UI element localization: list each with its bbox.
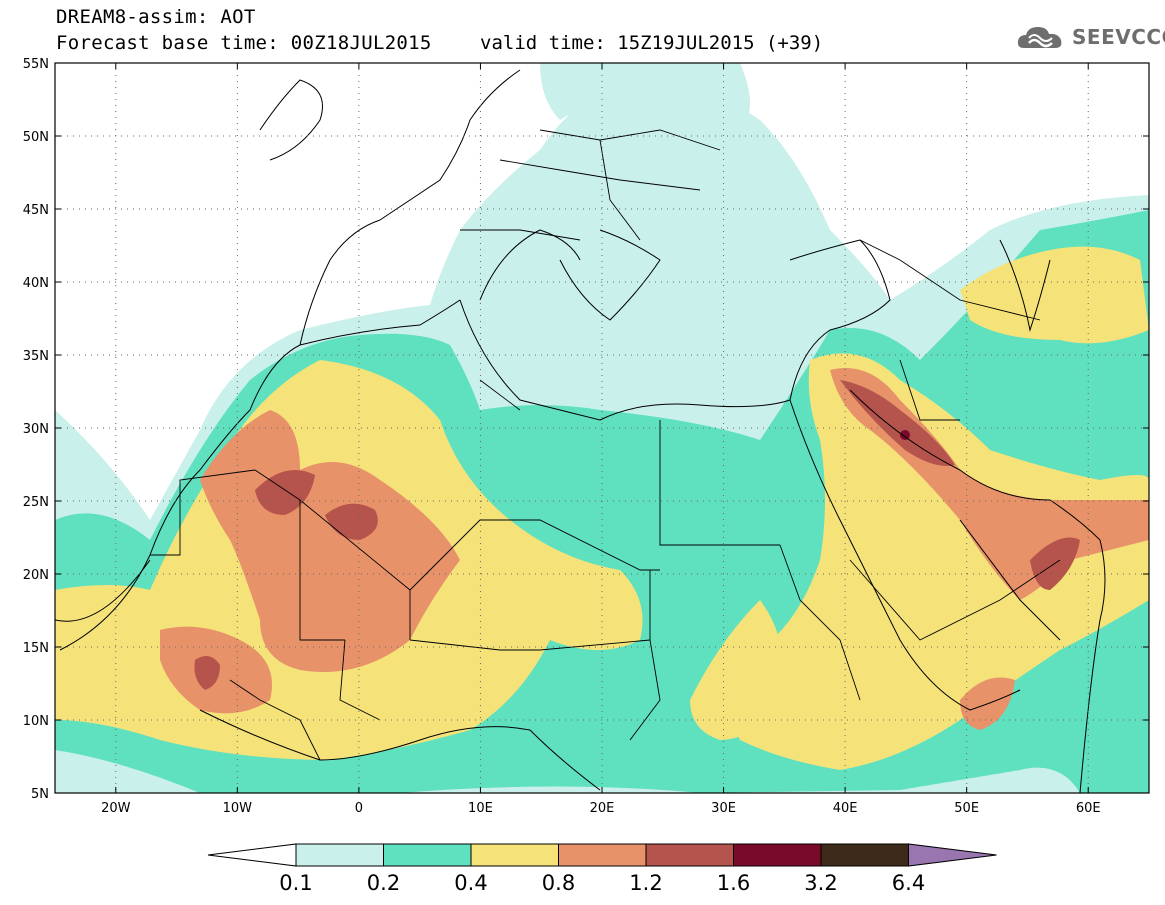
cloud-icon: [1017, 27, 1062, 48]
colorbar-segment: [820, 843, 909, 867]
lat-label: 30N: [23, 422, 49, 437]
country-borders: [150, 129, 1061, 761]
valid-time: valid time: 15Z19JUL2015 (+39): [480, 32, 824, 54]
aot-field-1.2-c: [194, 656, 220, 690]
map-title: DREAM8-assim: AOT: [56, 6, 256, 28]
axis-ticks: [55, 62, 1149, 794]
colorbar-label: 0.2: [367, 871, 400, 895]
lat-label: 45N: [23, 203, 49, 218]
lon-label: 20W: [101, 801, 131, 816]
colorbar-label: 0.1: [279, 871, 312, 895]
aot-field-0.8: [200, 410, 460, 672]
lat-label: 5N: [31, 787, 49, 802]
colorbar-segment: [295, 843, 384, 867]
lon-label: 10W: [223, 801, 253, 816]
coastlines: [55, 69, 1106, 793]
lon-label: 20E: [590, 801, 615, 816]
colorbar-label: 0.4: [454, 871, 487, 895]
colorbar-label: 3.2: [804, 871, 837, 895]
colorbar-segment: [733, 843, 822, 867]
colorbar-segment: [470, 843, 559, 867]
colorbar-label: 0.8: [542, 871, 575, 895]
seevccc-logo: SEEVCCC: [1016, 22, 1165, 52]
lon-label: 40E: [833, 801, 858, 816]
colorbar-label: 1.6: [717, 871, 750, 895]
lat-label: 20N: [23, 568, 49, 583]
lat-label: 40N: [23, 276, 49, 291]
colorbar-max-arrow: [908, 843, 997, 867]
colorbar-segment: [383, 843, 472, 867]
lat-label: 50N: [23, 130, 49, 145]
logo-text: SEEVCCC: [1072, 25, 1165, 49]
lat-label: 55N: [23, 57, 49, 72]
lon-label: 50E: [954, 801, 979, 816]
lon-label: 30E: [711, 801, 736, 816]
colorbar-segment: [558, 843, 647, 867]
axis-labels: 55N 50N 45N 40N 35N 30N 25N 20N 15N 10N 5N 20W 10W 0 1…: [23, 57, 1101, 816]
aot-field-0.4-caspian: [960, 246, 1149, 344]
colorbar-segment: [645, 843, 734, 867]
colorbar-min-arrow: [207, 843, 297, 867]
graticule: [55, 63, 1149, 793]
aot-field-0.4-central: [690, 600, 783, 740]
colorbar-label: 6.4: [892, 871, 925, 895]
lat-label: 10N: [23, 714, 49, 729]
lon-label: 0: [355, 801, 363, 816]
aot-field-1.6: [900, 430, 910, 440]
lon-label: 60E: [1076, 801, 1101, 816]
lat-label: 25N: [23, 495, 49, 510]
aot-field-low-north: [540, 63, 750, 130]
aot-field-0.4-east: [733, 353, 1149, 770]
forecast-base-time: Forecast base time: 00Z18JUL2015: [56, 32, 432, 54]
lat-label: 35N: [23, 349, 49, 364]
lon-label: 10E: [468, 801, 493, 816]
aot-field-1.2-d: [840, 380, 955, 466]
colorbar-label: 1.2: [629, 871, 662, 895]
lat-label: 15N: [23, 641, 49, 656]
colorbar: 0.1 0.2 0.4 0.8 1.2 1.6 3.2 6.4: [207, 843, 997, 895]
